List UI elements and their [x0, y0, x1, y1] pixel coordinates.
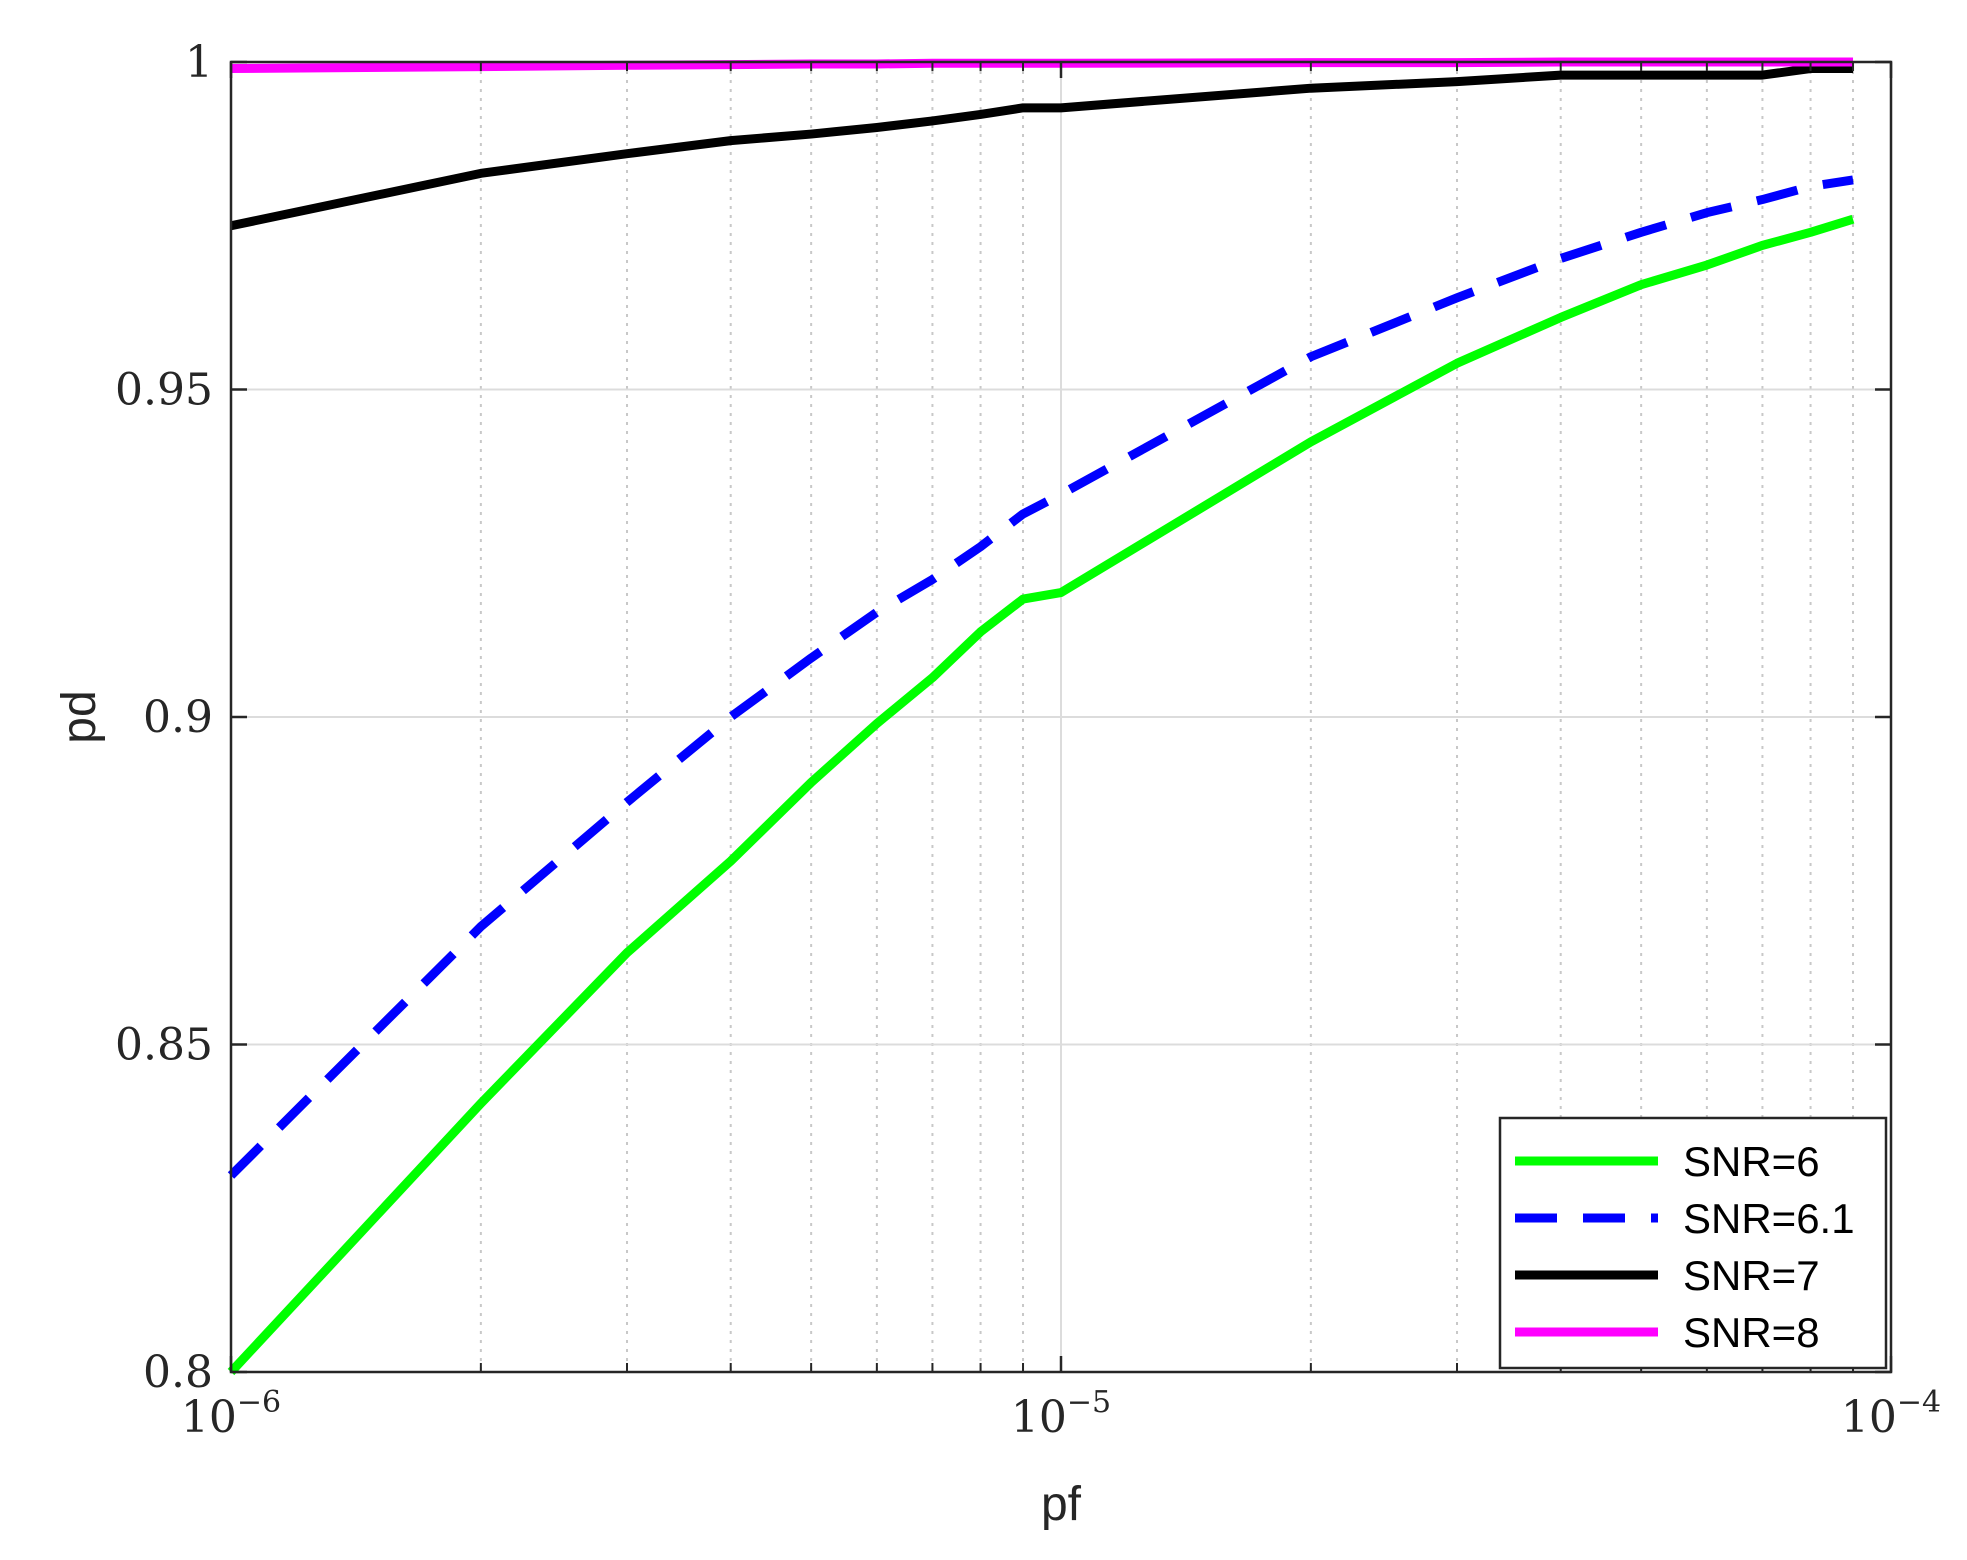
legend-label-1: SNR=6 [1683, 1138, 1820, 1185]
tick-marks [229, 60, 1893, 1374]
x-axis-label: pf [1041, 1478, 1082, 1531]
series-line-2 [227, 175, 1854, 1179]
legend-label-4: SNR=8 [1683, 1309, 1820, 1356]
x-tick-label: 10−4 [1841, 1385, 1941, 1443]
major-grid [231, 62, 1891, 1372]
y-tick-label: 0.9 [143, 692, 213, 743]
y-tick-label: 0.85 [115, 1020, 213, 1071]
y-tick-labels: 0.8 0.85 0.9 0.95 1 [115, 37, 213, 1398]
legend: SNR=6 SNR=6.1 SNR=7 SNR=8 [1498, 1116, 1888, 1370]
y-tick-label: 1 [185, 37, 213, 88]
y-tick-label: 0.8 [143, 1347, 213, 1398]
series-line-3 [230, 64, 1854, 231]
x-tick-label: 10−6 [181, 1385, 281, 1443]
y-tick-label: 0.95 [115, 365, 213, 416]
legend-label-2: SNR=6.1 [1683, 1195, 1855, 1242]
series-line-1 [227, 214, 1855, 1376]
x-tick-label: 10−5 [1011, 1385, 1111, 1443]
x-tick-labels: 10−6 10−5 10−4 [181, 1385, 1941, 1443]
y-axis-label: pd [53, 690, 106, 743]
legend-label-3: SNR=7 [1683, 1252, 1820, 1299]
